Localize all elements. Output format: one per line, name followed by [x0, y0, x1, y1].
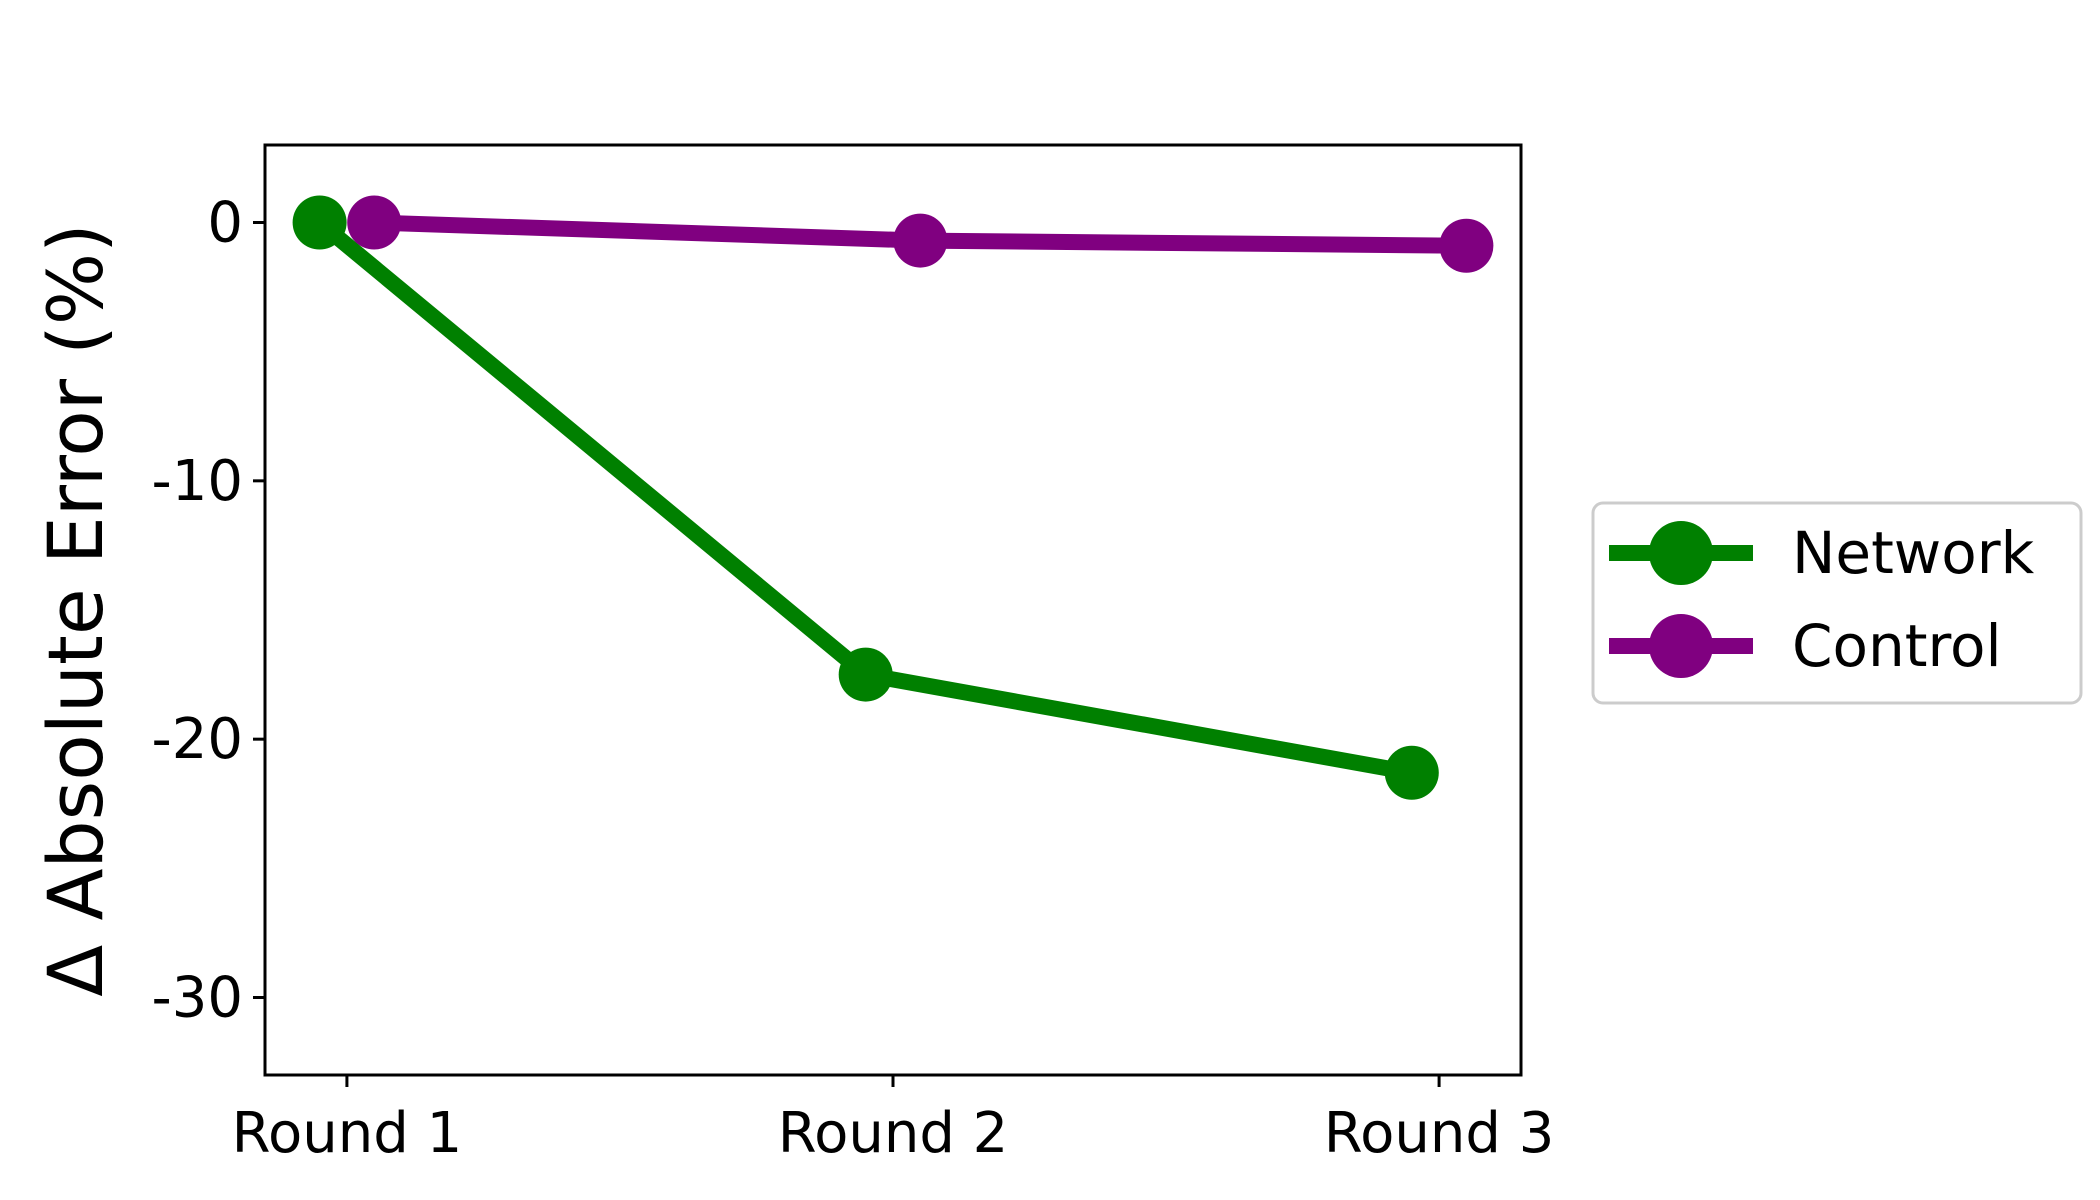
legend: Network Control	[1591, 501, 2083, 705]
x-axis-ticks: Round 1 Round 2 Round 3	[232, 1075, 1555, 1166]
x-tick-label: Round 3	[1324, 1101, 1555, 1166]
legend-label-control: Control	[1792, 612, 2002, 680]
x-tick-label: Round 2	[778, 1101, 1009, 1166]
y-axis-label: Δ Absolute Error (%)	[31, 223, 120, 996]
data-point-control	[893, 213, 948, 268]
y-tick-label: -10	[152, 449, 243, 514]
y-axis-ticks: 0 -10 -20 -30	[152, 191, 265, 1031]
legend-label-network: Network	[1792, 519, 2035, 587]
y-tick-label: -20	[152, 707, 243, 772]
data-point-control	[1439, 218, 1494, 273]
legend-marker-control	[1649, 614, 1713, 678]
data-point-control	[347, 195, 402, 250]
data-point-network	[838, 647, 893, 702]
y-tick-label: -30	[152, 966, 243, 1031]
data-point-network	[292, 195, 347, 250]
y-tick-label: 0	[207, 191, 243, 256]
legend-marker-network	[1649, 521, 1713, 585]
plot-frame	[263, 143, 1523, 1077]
data-point-network	[1384, 745, 1439, 800]
x-tick-label: Round 1	[232, 1101, 463, 1166]
series-layer	[292, 195, 1494, 800]
